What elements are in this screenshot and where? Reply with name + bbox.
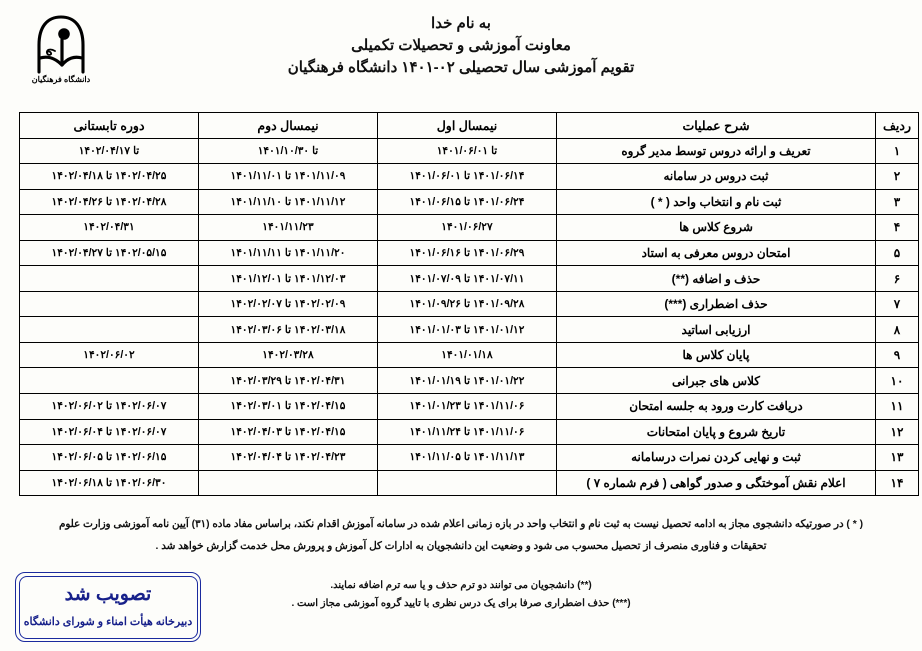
svg-text:دانشگاه فرهنگیان: دانشگاه فرهنگیان: [32, 74, 91, 85]
